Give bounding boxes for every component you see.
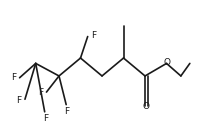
Text: O: O xyxy=(163,58,170,67)
Text: F: F xyxy=(16,96,21,105)
Text: F: F xyxy=(11,73,16,82)
Text: F: F xyxy=(38,88,43,97)
Text: F: F xyxy=(65,107,70,116)
Text: F: F xyxy=(43,114,48,123)
Text: F: F xyxy=(91,31,96,40)
Text: O: O xyxy=(142,103,150,111)
